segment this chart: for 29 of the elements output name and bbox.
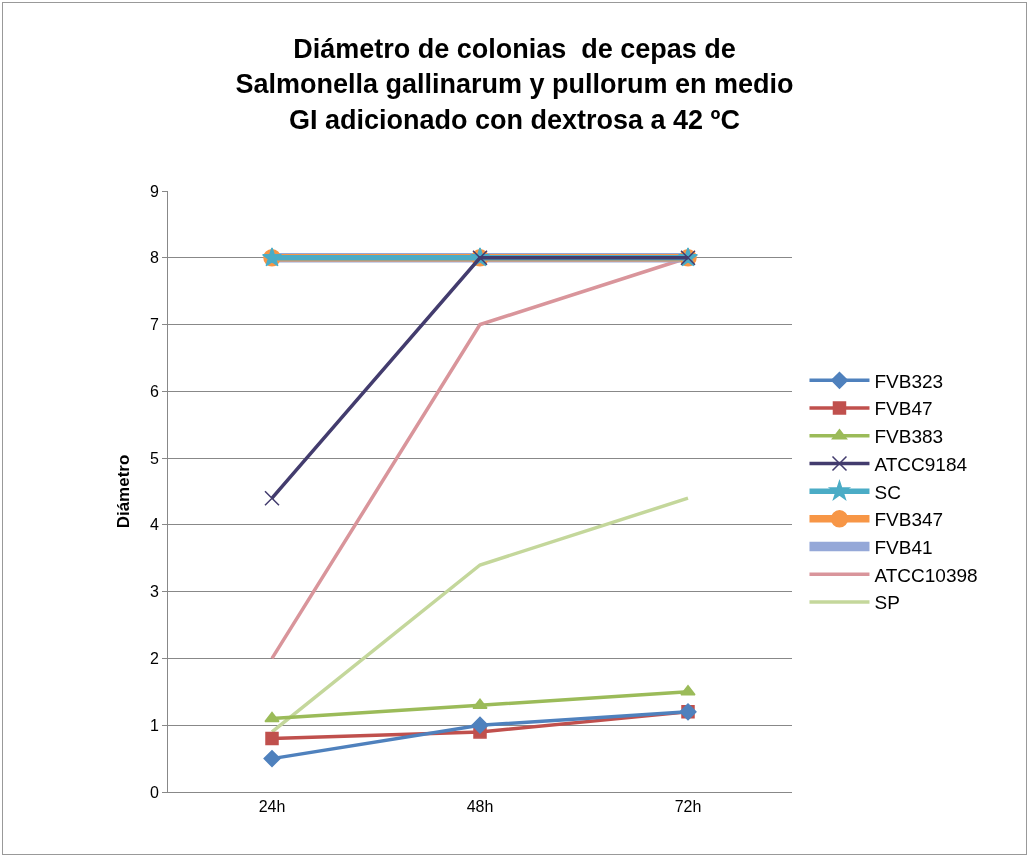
- x-tick-label: 72h: [674, 798, 702, 816]
- legend-label: FVB323: [874, 370, 944, 392]
- y-tick-label: 8: [149, 249, 159, 267]
- y-tick-label: 5: [149, 449, 159, 467]
- y-tick-label: 1: [149, 716, 159, 734]
- point: [264, 711, 280, 723]
- y-tick-label: 2: [149, 650, 159, 668]
- point: [264, 490, 280, 506]
- legend-label: ATCC9184: [874, 453, 968, 475]
- legend-label: SP: [874, 592, 900, 614]
- x-tick-label: 48h: [466, 798, 494, 816]
- legend-label: FVB383: [874, 426, 944, 448]
- point: [263, 750, 281, 768]
- y-tick-label: 3: [149, 583, 159, 601]
- y-tick-label: 4: [149, 516, 159, 534]
- y-axis-title: Diámetro: [114, 454, 134, 529]
- y-tick-label: 7: [149, 316, 159, 334]
- legend-label: FVB41: [874, 536, 933, 558]
- point: [471, 716, 489, 734]
- chart-title: Diámetro de colonias de cepas de Salmonella gallinarum y pullorum en medio GI adicionado con dextrosa a 42 ºC: [235, 34, 794, 135]
- legend-label: ATCC10398: [874, 564, 978, 586]
- y-tick-label: 0: [149, 783, 159, 801]
- legend-label: FVB347: [874, 509, 944, 531]
- y-tick-label: 9: [149, 182, 159, 200]
- legend-label: FVB47: [874, 398, 933, 420]
- x-tick-label: 24h: [258, 798, 286, 816]
- point: [265, 731, 279, 746]
- y-tick-label: 6: [149, 382, 159, 400]
- legend-label: SC: [874, 481, 901, 503]
